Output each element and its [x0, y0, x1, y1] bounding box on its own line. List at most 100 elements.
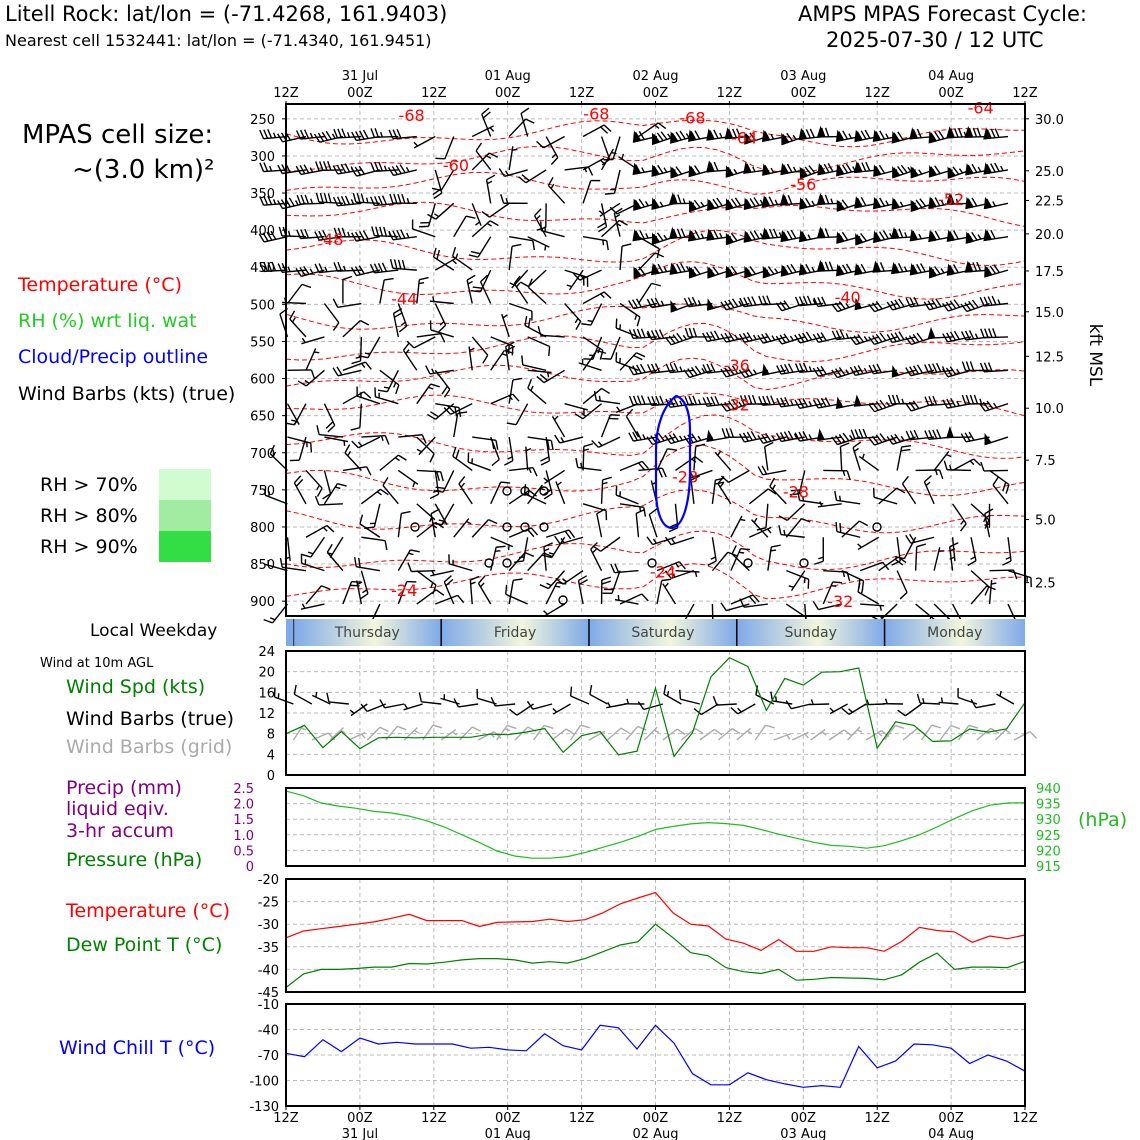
upper-air-wind-barb [547, 176, 566, 204]
upper-air-wind-barb [590, 541, 603, 571]
upper-air-wind-barb [758, 395, 787, 406]
pressure-tick-label: 750 [250, 484, 275, 499]
surface-wind-barb-true [841, 703, 867, 715]
rh80-swatch [159, 500, 211, 531]
upper-air-wind-barb [850, 428, 879, 440]
surface-wind-barb-true [785, 700, 811, 710]
upper-air-wind-barb [305, 348, 320, 371]
upper-air-wind-barb [748, 488, 777, 505]
upper-air-wind-barb [297, 369, 325, 387]
upper-air-wind-barb [767, 544, 781, 571]
temperature-contour [285, 563, 1026, 600]
upper-air-wind-barb [470, 269, 492, 293]
upper-air-wind-barb [508, 551, 535, 572]
surface-wind-barb-true [693, 703, 719, 716]
top-time-tick-label: 00Z [938, 86, 964, 101]
upper-air-wind-barb [928, 165, 953, 178]
upper-air-wind-barb [776, 363, 805, 375]
upper-air-wind-barb [656, 578, 672, 605]
upper-air-wind-barb [498, 168, 528, 178]
upper-air-wind-barb [435, 136, 455, 160]
upper-air-wind-barb [831, 329, 861, 341]
legend-rh80: RH > 80% [40, 505, 138, 527]
bottom-time-tick-label: 00Z [643, 1111, 669, 1126]
upper-air-wind-barb [434, 503, 448, 526]
surface-wind-barb-true [326, 692, 349, 705]
upper-air-wind-barb [763, 441, 774, 471]
upper-air-wind-barb [295, 265, 325, 278]
kft-tick-label: 7.5 [1035, 454, 1056, 469]
upper-air-wind-barb [648, 508, 658, 538]
upper-air-wind-barb [814, 537, 824, 565]
upper-air-wind-barb [433, 470, 455, 493]
bottom-time-tick-label: 12Z [1012, 1111, 1038, 1126]
surface-wind-barb-true [589, 684, 608, 705]
upper-air-wind-barb [402, 342, 418, 371]
upper-air-wind-barb [543, 542, 553, 571]
wind-speed-tick-label: 8 [267, 728, 275, 743]
upper-air-wind-barb [628, 363, 658, 376]
pressure-tick-label: 600 [250, 373, 275, 388]
upper-air-wind-barb [342, 466, 372, 476]
top-time-tick-label: 00Z [347, 86, 373, 101]
upper-air-wind-barb [371, 226, 399, 238]
upper-air-wind-barb [582, 443, 594, 471]
upper-air-wind-barb [788, 570, 806, 592]
weekday-label: Friday [494, 625, 536, 641]
upper-air-wind-barb [351, 436, 381, 449]
upper-air-wind-barb [750, 517, 769, 538]
wind-grid-label: Wind Barbs (grid) [66, 736, 233, 758]
upper-air-wind-barb [717, 475, 732, 505]
weekday-band-start [286, 619, 294, 646]
upper-air-wind-barb [361, 434, 390, 445]
upper-air-wind-barb [258, 230, 288, 243]
upper-air-wind-barb [757, 332, 787, 344]
upper-air-wind-barb [301, 536, 326, 558]
upper-air-wind-barb [508, 118, 535, 138]
upper-air-wind-barb [315, 161, 343, 172]
upper-air-wind-barb [543, 603, 565, 617]
upper-air-wind-barb [466, 274, 476, 304]
top-date-label: 31 Jul [342, 69, 378, 84]
upper-air-wind-barb [683, 365, 713, 379]
upper-air-wind-barb [693, 443, 706, 471]
temperature-contour-label: -28 [783, 482, 809, 501]
wind-true-label: Wind Barbs (true) [66, 708, 235, 730]
upper-air-wind-barb [625, 408, 640, 438]
upper-air-wind-barb [731, 545, 750, 572]
surface-wind-barb-grid [607, 727, 630, 741]
weekday-band [441, 619, 589, 646]
pressure-tick-label: 250 [250, 113, 275, 128]
upper-air-wind-barb [841, 520, 869, 538]
bottom-date-label: 01 Aug [485, 1127, 531, 1140]
upper-air-wind-barb [739, 296, 768, 308]
upper-air-wind-barb [839, 442, 850, 471]
pressure-tick-label: 300 [250, 150, 275, 165]
pressure-tick-label: 800 [250, 521, 275, 536]
upper-air-wind-barb [597, 203, 608, 233]
upper-air-wind-barb [359, 570, 369, 600]
upper-air-wind-barb [909, 263, 935, 276]
temperature-contour-label: -32 [827, 592, 853, 611]
upper-air-wind-barb [416, 333, 446, 343]
upper-air-wind-barb [942, 330, 972, 343]
upper-air-wind-barb [831, 367, 861, 379]
upper-air-wind-barb [964, 125, 990, 138]
upper-air-wind-barb [628, 328, 658, 339]
upper-air-wind-barb [285, 403, 307, 426]
upper-air-wind-barb [326, 543, 344, 572]
upper-air-wind-barb [979, 362, 1009, 373]
upper-air-wind-barb [619, 243, 632, 271]
upper-air-wind-barb [905, 364, 935, 377]
legend-barbs: Wind Barbs (kts) (true) [18, 383, 236, 405]
upper-air-wind-barb [619, 460, 649, 472]
upper-air-wind-barb [475, 142, 492, 171]
upper-air-wind-barb [574, 403, 602, 420]
surface-wind-barb-true [957, 688, 978, 705]
sfc-temp-label: Temperature (°C) [66, 900, 230, 922]
upper-air-wind-barb [490, 481, 511, 505]
top-time-tick-label: 00Z [643, 86, 669, 101]
kft-tick-label: 2.5 [1035, 577, 1056, 592]
upper-air-wind-barb [416, 436, 436, 456]
upper-air-wind-barb [359, 514, 381, 538]
